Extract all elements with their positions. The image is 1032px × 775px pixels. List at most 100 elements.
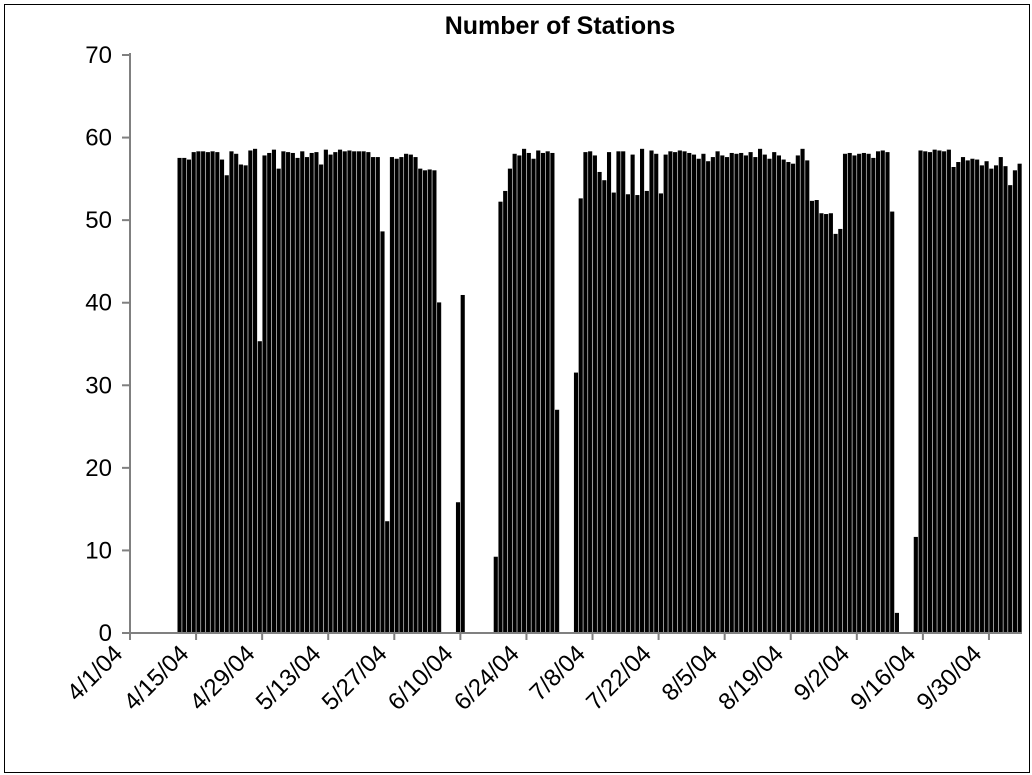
bar-7/29/04 bbox=[691, 154, 697, 634]
bar-8/5/04 bbox=[724, 157, 730, 634]
bar-9/17/04 bbox=[927, 152, 933, 634]
bar-6/22/04 bbox=[517, 155, 522, 634]
bar-5/20/04 bbox=[361, 151, 366, 634]
bar-7/6/04 bbox=[583, 152, 588, 634]
bar-10/1/04 bbox=[993, 165, 999, 634]
bar-5/29/04 bbox=[404, 153, 409, 634]
bar-7/8/04 bbox=[592, 155, 597, 634]
bar-8/28/04 bbox=[833, 233, 838, 634]
bars-group bbox=[177, 148, 1022, 634]
bar-7/25/04 bbox=[673, 152, 678, 634]
bar-7/24/04 bbox=[668, 151, 673, 634]
bar-5/22/04 bbox=[370, 157, 376, 634]
bar-5/5/04 bbox=[290, 152, 295, 634]
bar-6/18/04 bbox=[498, 201, 503, 634]
bar-8/25/04 bbox=[819, 213, 824, 634]
bar-9/19/04 bbox=[937, 150, 942, 634]
bar-5/2/04 bbox=[276, 168, 281, 634]
bar-6/24/04 bbox=[526, 152, 531, 634]
bar-10/4/04 bbox=[1008, 185, 1013, 634]
bar-9/9/04 bbox=[890, 211, 895, 634]
x-tick-label-8/19/04: 8/19/04 bbox=[713, 640, 789, 716]
bar-5/19/04 bbox=[356, 151, 361, 634]
bar-7/22/04 bbox=[658, 193, 664, 634]
x-tick-label-7/22/04: 7/22/04 bbox=[581, 640, 657, 716]
bar-5/21/04 bbox=[366, 152, 371, 634]
bar-7/14/04 bbox=[621, 151, 626, 634]
bar-8/8/04 bbox=[739, 152, 744, 634]
bar-7/12/04 bbox=[611, 192, 616, 634]
bar-8/7/04 bbox=[734, 153, 739, 634]
bar-4/26/04 bbox=[248, 150, 253, 634]
bar-7/31/04 bbox=[701, 153, 706, 634]
bar-10/5/04 bbox=[1012, 170, 1017, 634]
bar-5/18/04 bbox=[352, 151, 357, 634]
bar-5/3/04 bbox=[281, 151, 286, 634]
bar-4/30/04 bbox=[267, 152, 272, 634]
bar-5/27/04 bbox=[394, 158, 399, 634]
bar-9/22/04 bbox=[951, 167, 956, 634]
bar-5/11/04 bbox=[319, 164, 324, 634]
bar-5/4/04 bbox=[286, 152, 291, 634]
bar-7/18/04 bbox=[640, 148, 645, 634]
y-axis-ticks: 0 10 20 30 40 50 60 70 bbox=[85, 42, 130, 647]
bar-6/19/04 bbox=[503, 190, 508, 634]
bar-6/23/04 bbox=[522, 148, 527, 634]
bar-6/29/04 bbox=[550, 152, 555, 634]
bar-4/17/04 bbox=[205, 152, 210, 634]
bar-9/3/04 bbox=[861, 152, 866, 634]
bar-9/18/04 bbox=[932, 149, 937, 634]
bar-6/3/04 bbox=[427, 169, 432, 634]
bar-5/26/04 bbox=[389, 157, 394, 634]
bar-4/25/04 bbox=[243, 165, 248, 634]
bar-6/17/04 bbox=[493, 556, 498, 634]
bar-4/15/04 bbox=[196, 151, 201, 634]
bar-5/14/04 bbox=[333, 152, 338, 634]
bar-8/16/04 bbox=[776, 155, 781, 634]
bar-8/30/04 bbox=[842, 153, 848, 634]
y-tick-label-10: 10 bbox=[85, 537, 112, 564]
bar-6/26/04 bbox=[536, 150, 541, 634]
bar-10/6/04 bbox=[1017, 163, 1022, 634]
bar-5/1/04 bbox=[271, 149, 277, 634]
bar-8/4/04 bbox=[720, 155, 725, 634]
bar-9/20/04 bbox=[942, 151, 947, 634]
bar-7/26/04 bbox=[677, 150, 682, 634]
bar-7/13/04 bbox=[616, 151, 621, 634]
bar-5/13/04 bbox=[328, 154, 333, 634]
bar-9/24/04 bbox=[960, 157, 966, 634]
bar-8/19/04 bbox=[791, 163, 796, 634]
y-tick-label-0: 0 bbox=[99, 620, 112, 647]
bar-6/25/04 bbox=[531, 158, 536, 634]
bar-7/11/04 bbox=[606, 152, 612, 634]
bar-8/21/04 bbox=[800, 148, 805, 634]
bar-5/9/04 bbox=[309, 152, 314, 634]
bar-4/16/04 bbox=[201, 151, 206, 634]
bar-8/11/04 bbox=[753, 157, 758, 634]
bar-9/30/04 bbox=[989, 168, 994, 634]
bar-5/24/04 bbox=[380, 231, 385, 634]
y-tick-label-50: 50 bbox=[85, 207, 112, 234]
bar-4/14/04 bbox=[191, 152, 196, 634]
bar-7/10/04 bbox=[602, 180, 607, 634]
x-tick-label-9/16/04: 9/16/04 bbox=[845, 640, 921, 716]
bar-6/21/04 bbox=[512, 153, 517, 634]
bar-8/13/04 bbox=[762, 154, 767, 634]
bar-8/24/04 bbox=[814, 200, 819, 634]
bar-8/22/04 bbox=[805, 160, 810, 634]
bar-7/28/04 bbox=[687, 152, 692, 634]
x-tick-label-5/27/04: 5/27/04 bbox=[317, 640, 393, 716]
bar-4/20/04 bbox=[219, 159, 225, 634]
bar-7/20/04 bbox=[649, 150, 654, 634]
bar-9/16/04 bbox=[923, 151, 928, 634]
bar-6/9/04 bbox=[455, 502, 461, 634]
bar-5/30/04 bbox=[408, 154, 413, 634]
bar-6/1/04 bbox=[418, 168, 423, 634]
axes-group bbox=[129, 53, 1022, 634]
bar-6/5/04 bbox=[437, 302, 442, 634]
x-axis-ticks: 4/1/044/15/044/29/045/13/045/27/046/10/0… bbox=[62, 633, 990, 716]
bar-4/27/04 bbox=[253, 148, 258, 634]
bar-8/9/04 bbox=[743, 155, 748, 634]
bar-9/25/04 bbox=[965, 160, 970, 634]
